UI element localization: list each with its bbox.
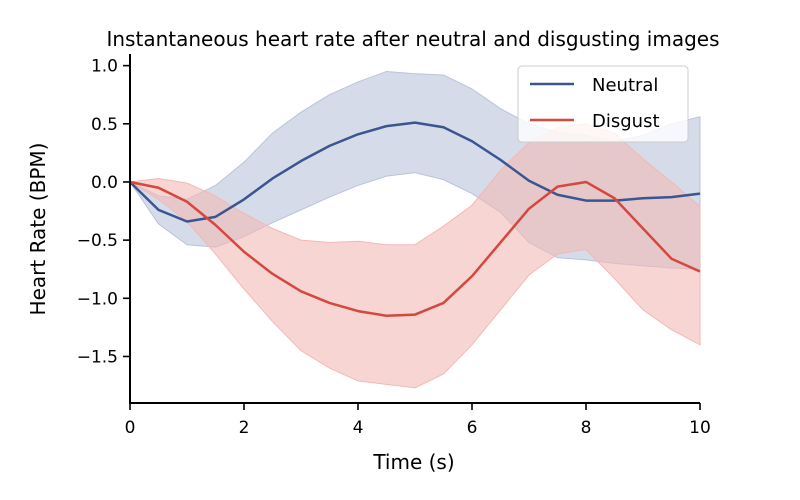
y-ticks: 1.0 0.5 0.0 −0.5 −1.0 −1.5 bbox=[77, 57, 130, 367]
y-tick-label: −1.0 bbox=[77, 289, 118, 309]
x-tick-label: 6 bbox=[467, 418, 478, 438]
confidence-bands bbox=[128, 70, 701, 389]
x-ticks: 0 2 4 6 8 10 bbox=[125, 403, 711, 438]
y-tick-label: −1.5 bbox=[77, 347, 118, 367]
y-tick-label: 0.5 bbox=[91, 115, 118, 135]
series-lines bbox=[129, 121, 701, 317]
x-tick-label: 4 bbox=[353, 418, 364, 438]
y-tick-label: −0.5 bbox=[77, 231, 118, 251]
x-axis-label: Time (s) bbox=[372, 450, 454, 474]
y-tick-label: 0.0 bbox=[91, 173, 118, 193]
legend-label-disgust: Disgust bbox=[592, 111, 660, 132]
band-disgust bbox=[128, 123, 701, 389]
chart-title: Instantaneous heart rate after neutral a… bbox=[106, 27, 719, 51]
x-tick-label: 10 bbox=[689, 418, 711, 438]
x-tick-label: 2 bbox=[239, 418, 250, 438]
line-disgust bbox=[129, 180, 701, 317]
x-tick-label: 0 bbox=[125, 418, 136, 438]
axes bbox=[129, 54, 700, 404]
y-tick-label: 1.0 bbox=[91, 57, 118, 77]
x-tick-label: 8 bbox=[581, 418, 592, 438]
line-neutral bbox=[129, 121, 701, 223]
y-axis-label: Heart Rate (BPM) bbox=[26, 143, 50, 316]
legend-label-neutral: Neutral bbox=[592, 75, 658, 96]
legend: Neutral Disgust bbox=[517, 65, 689, 143]
